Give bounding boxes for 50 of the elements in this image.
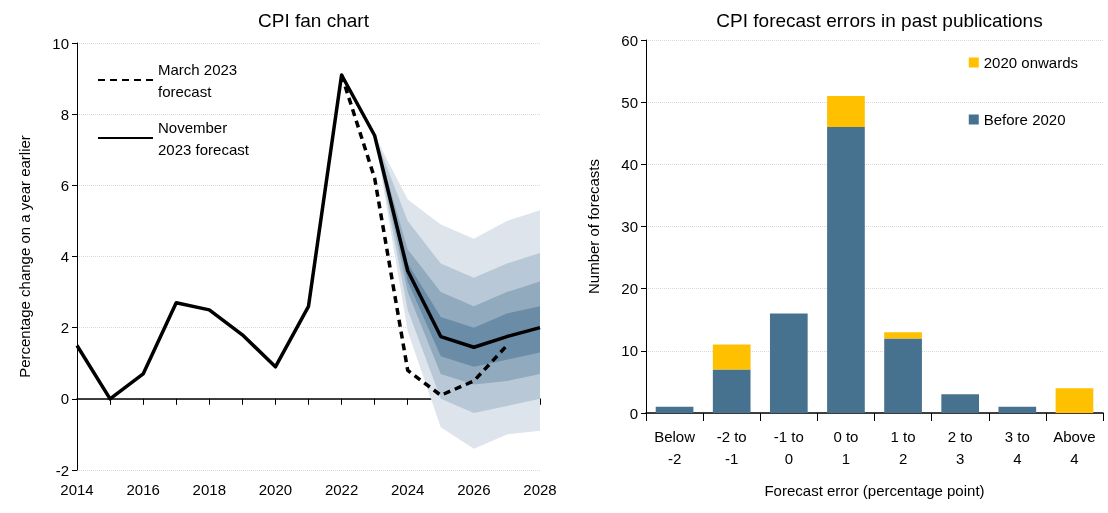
x-tick-label: 2022 [324, 481, 359, 498]
x-axis-title: Forecast error (percentage point) [764, 482, 985, 499]
bar [827, 95, 865, 128]
y-axis-title: Percentage change on a year earlier [16, 135, 33, 378]
legend-label: 2020 onwards [983, 54, 1078, 71]
x-tick-label: 2018 [192, 481, 226, 498]
bar [655, 406, 694, 413]
legend-label: March 2023 forecast [158, 60, 242, 100]
bar [712, 369, 751, 413]
y-tick-label: 6 [60, 176, 69, 194]
y-tick-label: 40 [621, 155, 638, 173]
chart-title: CPI fan chart [258, 10, 370, 31]
x-tick-label: 2016 [126, 481, 160, 498]
x-tick-label: 2026 [457, 481, 491, 498]
bar [884, 338, 922, 413]
y-tick-label: 10 [621, 342, 638, 360]
y-tick-label: 50 [621, 93, 638, 111]
y-tick-label: 20 [621, 280, 638, 298]
x-tick-label: 2028 [523, 481, 557, 498]
y-tick-label: 0 [60, 390, 69, 408]
x-tick-label: Above 4 [1053, 427, 1096, 467]
x-tick-label: 2020 [258, 481, 293, 498]
x-tick-label: 0 to 1 [833, 427, 859, 467]
x-tick-label: 3 to 4 [1004, 427, 1030, 467]
y-tick-label: 0 [629, 404, 638, 422]
x-tick-label: 2014 [60, 481, 94, 498]
x-tick-label: 2024 [391, 481, 425, 498]
x-tick-label: 1 to 2 [890, 427, 916, 467]
y-tick-label: -2 [55, 461, 69, 479]
legend-label: Before 2020 [983, 111, 1066, 128]
y-tick-label: 2 [60, 319, 69, 337]
bar [827, 127, 865, 413]
bar [998, 406, 1037, 413]
x-tick-label: -1 to 0 [773, 427, 804, 467]
y-tick-label: 4 [60, 248, 69, 265]
legend-label: November 2023 forecast [158, 118, 250, 158]
bar [769, 313, 808, 413]
y-tick-label: 8 [60, 105, 69, 123]
bar [941, 394, 980, 413]
y-axis-title: Number of forecasts [585, 158, 602, 295]
y-tick-label: 30 [621, 218, 638, 235]
bar [1055, 388, 1094, 413]
y-tick-label: 10 [52, 34, 69, 52]
bar [712, 344, 751, 370]
x-tick-label: Below -2 [654, 427, 696, 467]
chart-title: CPI forecast errors in past publications [716, 10, 1043, 31]
x-tick-label: 2 to 3 [947, 427, 973, 467]
x-tick-label: -2 to -1 [716, 427, 747, 467]
bar [884, 332, 922, 339]
y-tick-label: 60 [621, 31, 638, 49]
